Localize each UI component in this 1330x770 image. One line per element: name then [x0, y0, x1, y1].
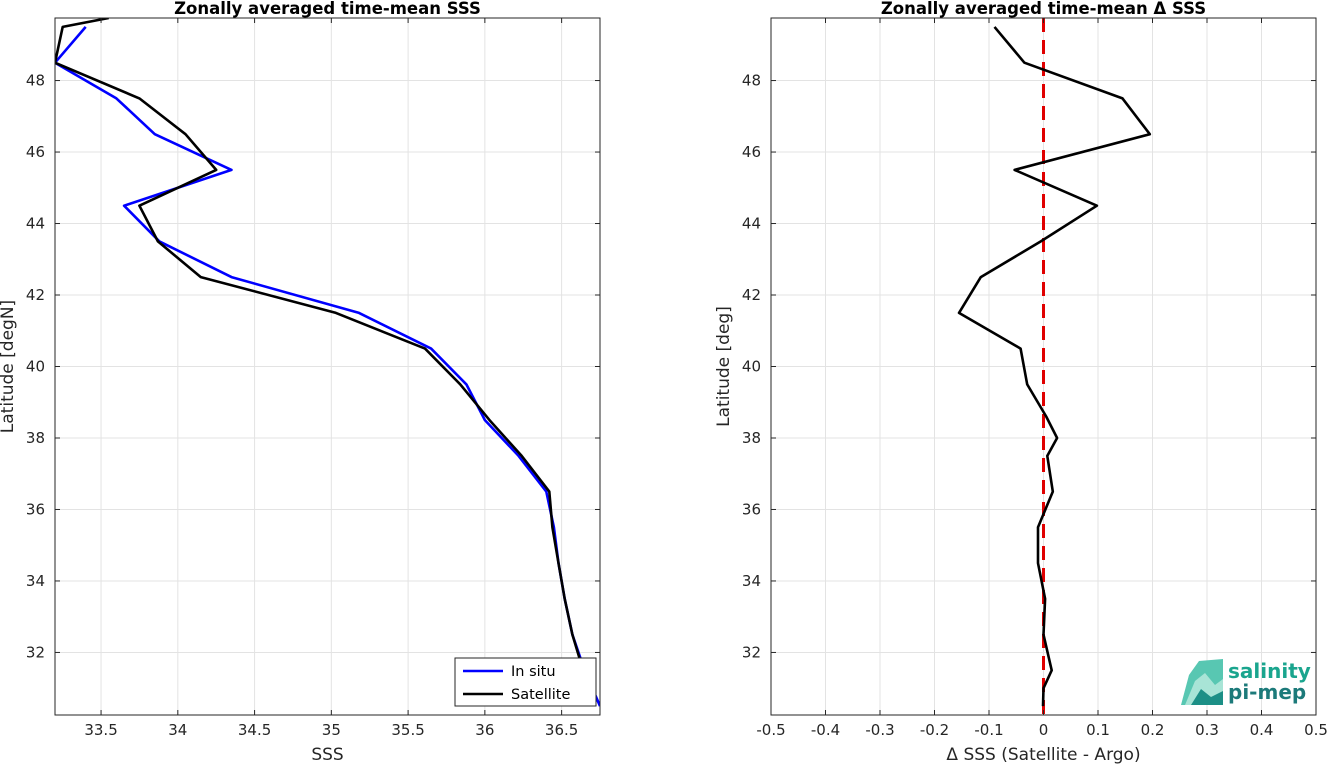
y-tick-label: 40 — [26, 358, 45, 376]
y-tick-label: 42 — [742, 286, 761, 304]
legend-box — [454, 657, 597, 707]
x-tick-label: 34.5 — [238, 721, 271, 739]
chart-title: Zonally averaged time-mean SSS — [174, 0, 481, 18]
x-tick-label: 0.3 — [1195, 721, 1219, 739]
panel-delta-sss: -0.5 -0.4 -0.3 -0.2 -0.1 0 0.1 0.2 0.3 0.4 0.5 32 34… — [714, 0, 1328, 765]
x-tick-label: 0.2 — [1141, 721, 1165, 739]
x-tick-label: 0 — [1039, 721, 1049, 739]
logo-wave-shape-dark — [1191, 689, 1223, 705]
x-tick-label: -0.5 — [756, 721, 785, 739]
legend-entry: Satellite — [511, 687, 570, 703]
x-tick-label: 0.1 — [1086, 721, 1110, 739]
y-axis-label: Latitude [deg] — [714, 306, 734, 427]
x-tick-label: 35 — [322, 721, 341, 739]
x-tick-label: 33.5 — [84, 721, 117, 739]
x-axis-label: SSS — [311, 745, 343, 765]
y-tick-label: 34 — [26, 572, 45, 590]
y-tick-label: 38 — [742, 429, 761, 447]
series-line-0 — [957, 26, 1152, 707]
panel-sss: 33.5 34 34.5 35 35.5 36 36.5 32 34 36 38 40 42 44 46 48… — [0, 0, 601, 765]
y-tick-label: 48 — [26, 72, 45, 90]
x-axis-label: Δ SSS (Satellite - Argo) — [946, 745, 1140, 765]
y-tick-label: 46 — [26, 143, 45, 161]
y-tick-label: 40 — [742, 358, 761, 376]
x-tick-label: 35.5 — [391, 721, 424, 739]
y-tick-label: 42 — [26, 286, 45, 304]
legend: In situ Satellite — [454, 657, 597, 707]
y-tick-label: 32 — [742, 643, 761, 661]
legend-entry: In situ — [511, 664, 556, 680]
y-tick-label: 36 — [26, 500, 45, 518]
y-tick-label: 44 — [742, 215, 761, 233]
x-tick-label: -0.2 — [920, 721, 949, 739]
y-tick-label: 34 — [742, 572, 761, 590]
y-axis-label: Latitude [degN] — [0, 300, 18, 433]
series-line-satellite — [55, 18, 597, 707]
x-tick-label: 34 — [168, 721, 187, 739]
x-tick-label: 36.5 — [545, 721, 578, 739]
y-tick-label: 32 — [26, 643, 45, 661]
y-tick-label: 36 — [742, 500, 761, 518]
logo-text-line1: salinity — [1228, 659, 1311, 683]
y-tick-label: 44 — [26, 215, 45, 233]
y-tick-label: 48 — [742, 72, 761, 90]
logo-text-line2: pi-mep — [1228, 680, 1306, 704]
x-tick-label: 36 — [475, 721, 494, 739]
y-tick-label: 46 — [742, 143, 761, 161]
x-tick-label: 0.4 — [1250, 721, 1274, 739]
y-tick-label: 38 — [26, 429, 45, 447]
x-tick-label: -0.4 — [811, 721, 840, 739]
x-tick-label: -0.1 — [974, 721, 1003, 739]
x-tick-label: -0.3 — [865, 721, 894, 739]
x-tick-label: 0.5 — [1304, 721, 1328, 739]
chart-title: Zonally averaged time-mean Δ SSS — [881, 0, 1206, 18]
